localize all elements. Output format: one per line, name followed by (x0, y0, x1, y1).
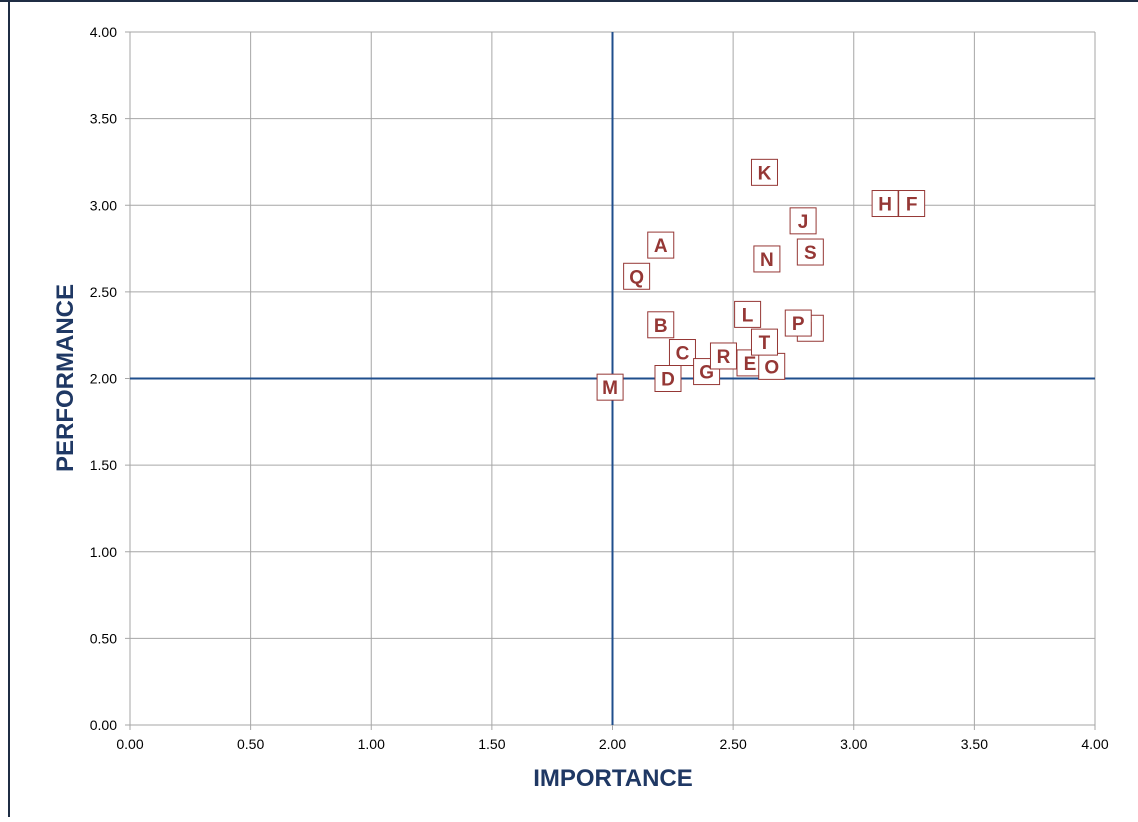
data-point-n: N (753, 245, 781, 273)
data-point-marker (789, 207, 817, 235)
data-point-label: Q (629, 267, 644, 288)
y-tick-label: 3.50 (90, 111, 117, 127)
x-tick-label: 1.00 (358, 736, 385, 752)
data-point-label: H (878, 195, 892, 216)
x-tick-label: 3.50 (961, 736, 988, 752)
data-point-a: A (647, 231, 675, 259)
data-point-label: T (759, 333, 771, 354)
data-point-marker (784, 309, 812, 337)
data-point-marker (753, 245, 781, 273)
y-tick-label: 1.50 (90, 457, 117, 473)
y-tick-label: 4.00 (90, 24, 117, 40)
y-tick-label: 0.50 (90, 630, 117, 646)
data-point-label: R (717, 347, 731, 368)
y-tick-label: 1.00 (90, 544, 117, 560)
data-point-b: B (647, 311, 675, 339)
data-point-d: D (654, 365, 682, 392)
data-point-r: R (709, 342, 737, 370)
data-point-label: D (661, 370, 675, 391)
data-point-label: S (804, 243, 817, 264)
data-point-marker (596, 373, 624, 401)
data-point-label: M (602, 378, 618, 399)
data-point-label: F (906, 195, 918, 216)
y-axis-title: PERFORMANCE (52, 284, 79, 472)
x-tick-label: 2.00 (599, 736, 626, 752)
data-point-marker (647, 311, 675, 339)
data-point-h: H (871, 190, 899, 218)
data-point-o: O (758, 352, 786, 380)
data-point-j: J (789, 207, 817, 235)
x-axis-title: IMPORTANCE (533, 765, 693, 792)
y-tick-label: 3.00 (90, 197, 117, 213)
data-point-marker (750, 158, 778, 186)
data-point-f: F (898, 190, 926, 218)
x-tick-label: 0.50 (237, 736, 264, 752)
data-point-marker (623, 262, 651, 290)
x-tick-label: 4.00 (1081, 736, 1108, 752)
data-point-label: B (654, 316, 668, 337)
x-tick-label: 1.50 (478, 736, 505, 752)
data-point-label: J (798, 212, 809, 233)
y-tick-label: 2.50 (90, 284, 117, 300)
data-point-label: O (764, 357, 779, 378)
data-point-p: P (784, 309, 812, 337)
data-point-label: C (676, 344, 690, 365)
data-point-marker (871, 190, 899, 218)
x-tick-label: 2.50 (720, 736, 747, 752)
data-point-c: C (668, 339, 696, 367)
data-point-q: Q (623, 262, 651, 290)
y-tick-label: 0.00 (90, 717, 117, 733)
data-point-marker (796, 238, 824, 266)
x-tick-label: 3.00 (840, 736, 867, 752)
data-point-label: N (760, 250, 774, 271)
data-point-label: A (654, 236, 668, 257)
x-tick-label: 0.00 (116, 736, 143, 752)
data-point-k: K (750, 158, 778, 186)
y-tick-label: 2.00 (90, 371, 117, 387)
data-point-marker (734, 300, 762, 328)
data-point-l: L (734, 300, 762, 328)
data-point-marker (758, 352, 786, 380)
data-point-label: E (744, 354, 757, 375)
data-points: ABCDEFGHIJKLMNOPQRST (596, 158, 926, 401)
data-point-label: P (792, 314, 805, 335)
data-point-marker (750, 328, 778, 356)
data-point-s: S (796, 238, 824, 266)
x-axis-tick-labels: 0.00 0.50 1.00 1.50 2.00 2.50 3.00 3.50 4.00 (116, 736, 1108, 752)
data-point-label: K (758, 163, 772, 184)
y-axis-tick-labels: 0.00 0.50 1.00 1.50 2.00 2.50 3.00 3.50 4.00 (90, 24, 117, 733)
data-point-marker (668, 339, 696, 367)
data-point-m: M (596, 373, 624, 401)
data-point-t: T (750, 328, 778, 356)
data-point-marker (898, 190, 926, 218)
data-point-marker (709, 342, 737, 370)
data-point-label: L (742, 305, 754, 326)
data-point-marker (647, 231, 675, 259)
data-point-marker (654, 365, 682, 392)
